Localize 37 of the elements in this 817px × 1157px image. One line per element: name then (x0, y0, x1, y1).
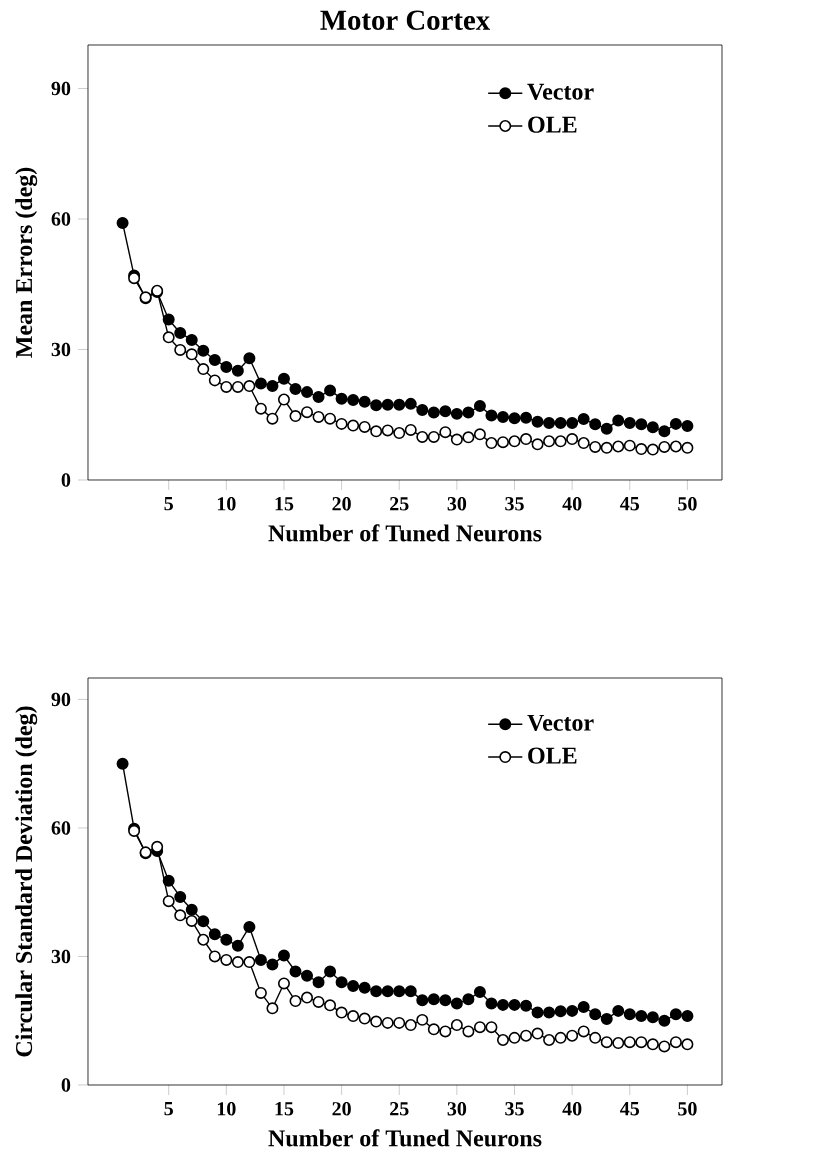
y-tick-label: 30 (51, 949, 71, 964)
y-tick-label: 90 (51, 81, 71, 96)
y-tick-label: 0 (61, 473, 71, 487)
x-tick-label: 50 (678, 1102, 697, 1116)
y-tick-label: 0 (61, 1078, 71, 1092)
x-tick-label: 5 (164, 497, 173, 511)
x-tick-label: 10 (217, 1102, 236, 1116)
y-tick-label: 90 (51, 692, 71, 707)
x-tick-label: 5 (164, 1102, 173, 1116)
x-tick-label: 45 (620, 497, 640, 511)
x-tick-label: 25 (390, 1102, 409, 1116)
legend-label: OLE (528, 116, 577, 133)
x-tick-label: 40 (562, 497, 582, 511)
x-tick-label: 45 (620, 1102, 640, 1116)
x-tick-label: 30 (447, 1102, 467, 1116)
y-axis-title: Mean Errors (deg) (15, 167, 38, 358)
x-axis-title: Number of Tuned Neurons (268, 524, 542, 542)
x-tick-label: 20 (332, 1102, 351, 1116)
y-tick-label: 60 (51, 212, 71, 226)
chart-title: Motor Cortex (320, 10, 490, 30)
x-tick-label: 10 (217, 497, 236, 511)
legend-label: OLE (528, 747, 577, 764)
x-tick-label: 50 (678, 497, 697, 511)
x-tick-label: 15 (275, 497, 294, 511)
x-tick-label: 30 (447, 497, 467, 511)
x-tick-label: 40 (562, 1102, 582, 1116)
y-tick-label: 30 (51, 342, 71, 357)
y-axis-title: Circular Standard Deviation (deg) (15, 706, 38, 1057)
x-tick-label: 15 (275, 1102, 294, 1116)
legend-label: Vector (527, 83, 594, 100)
x-axis-title: Number of Tuned Neurons (268, 1129, 542, 1147)
legend-label: Vector (527, 714, 594, 731)
y-tick-label: 60 (51, 821, 71, 835)
x-tick-label: 20 (332, 497, 351, 511)
x-tick-label: 25 (390, 497, 409, 511)
x-tick-label: 35 (505, 497, 524, 511)
x-tick-label: 35 (505, 1102, 524, 1116)
